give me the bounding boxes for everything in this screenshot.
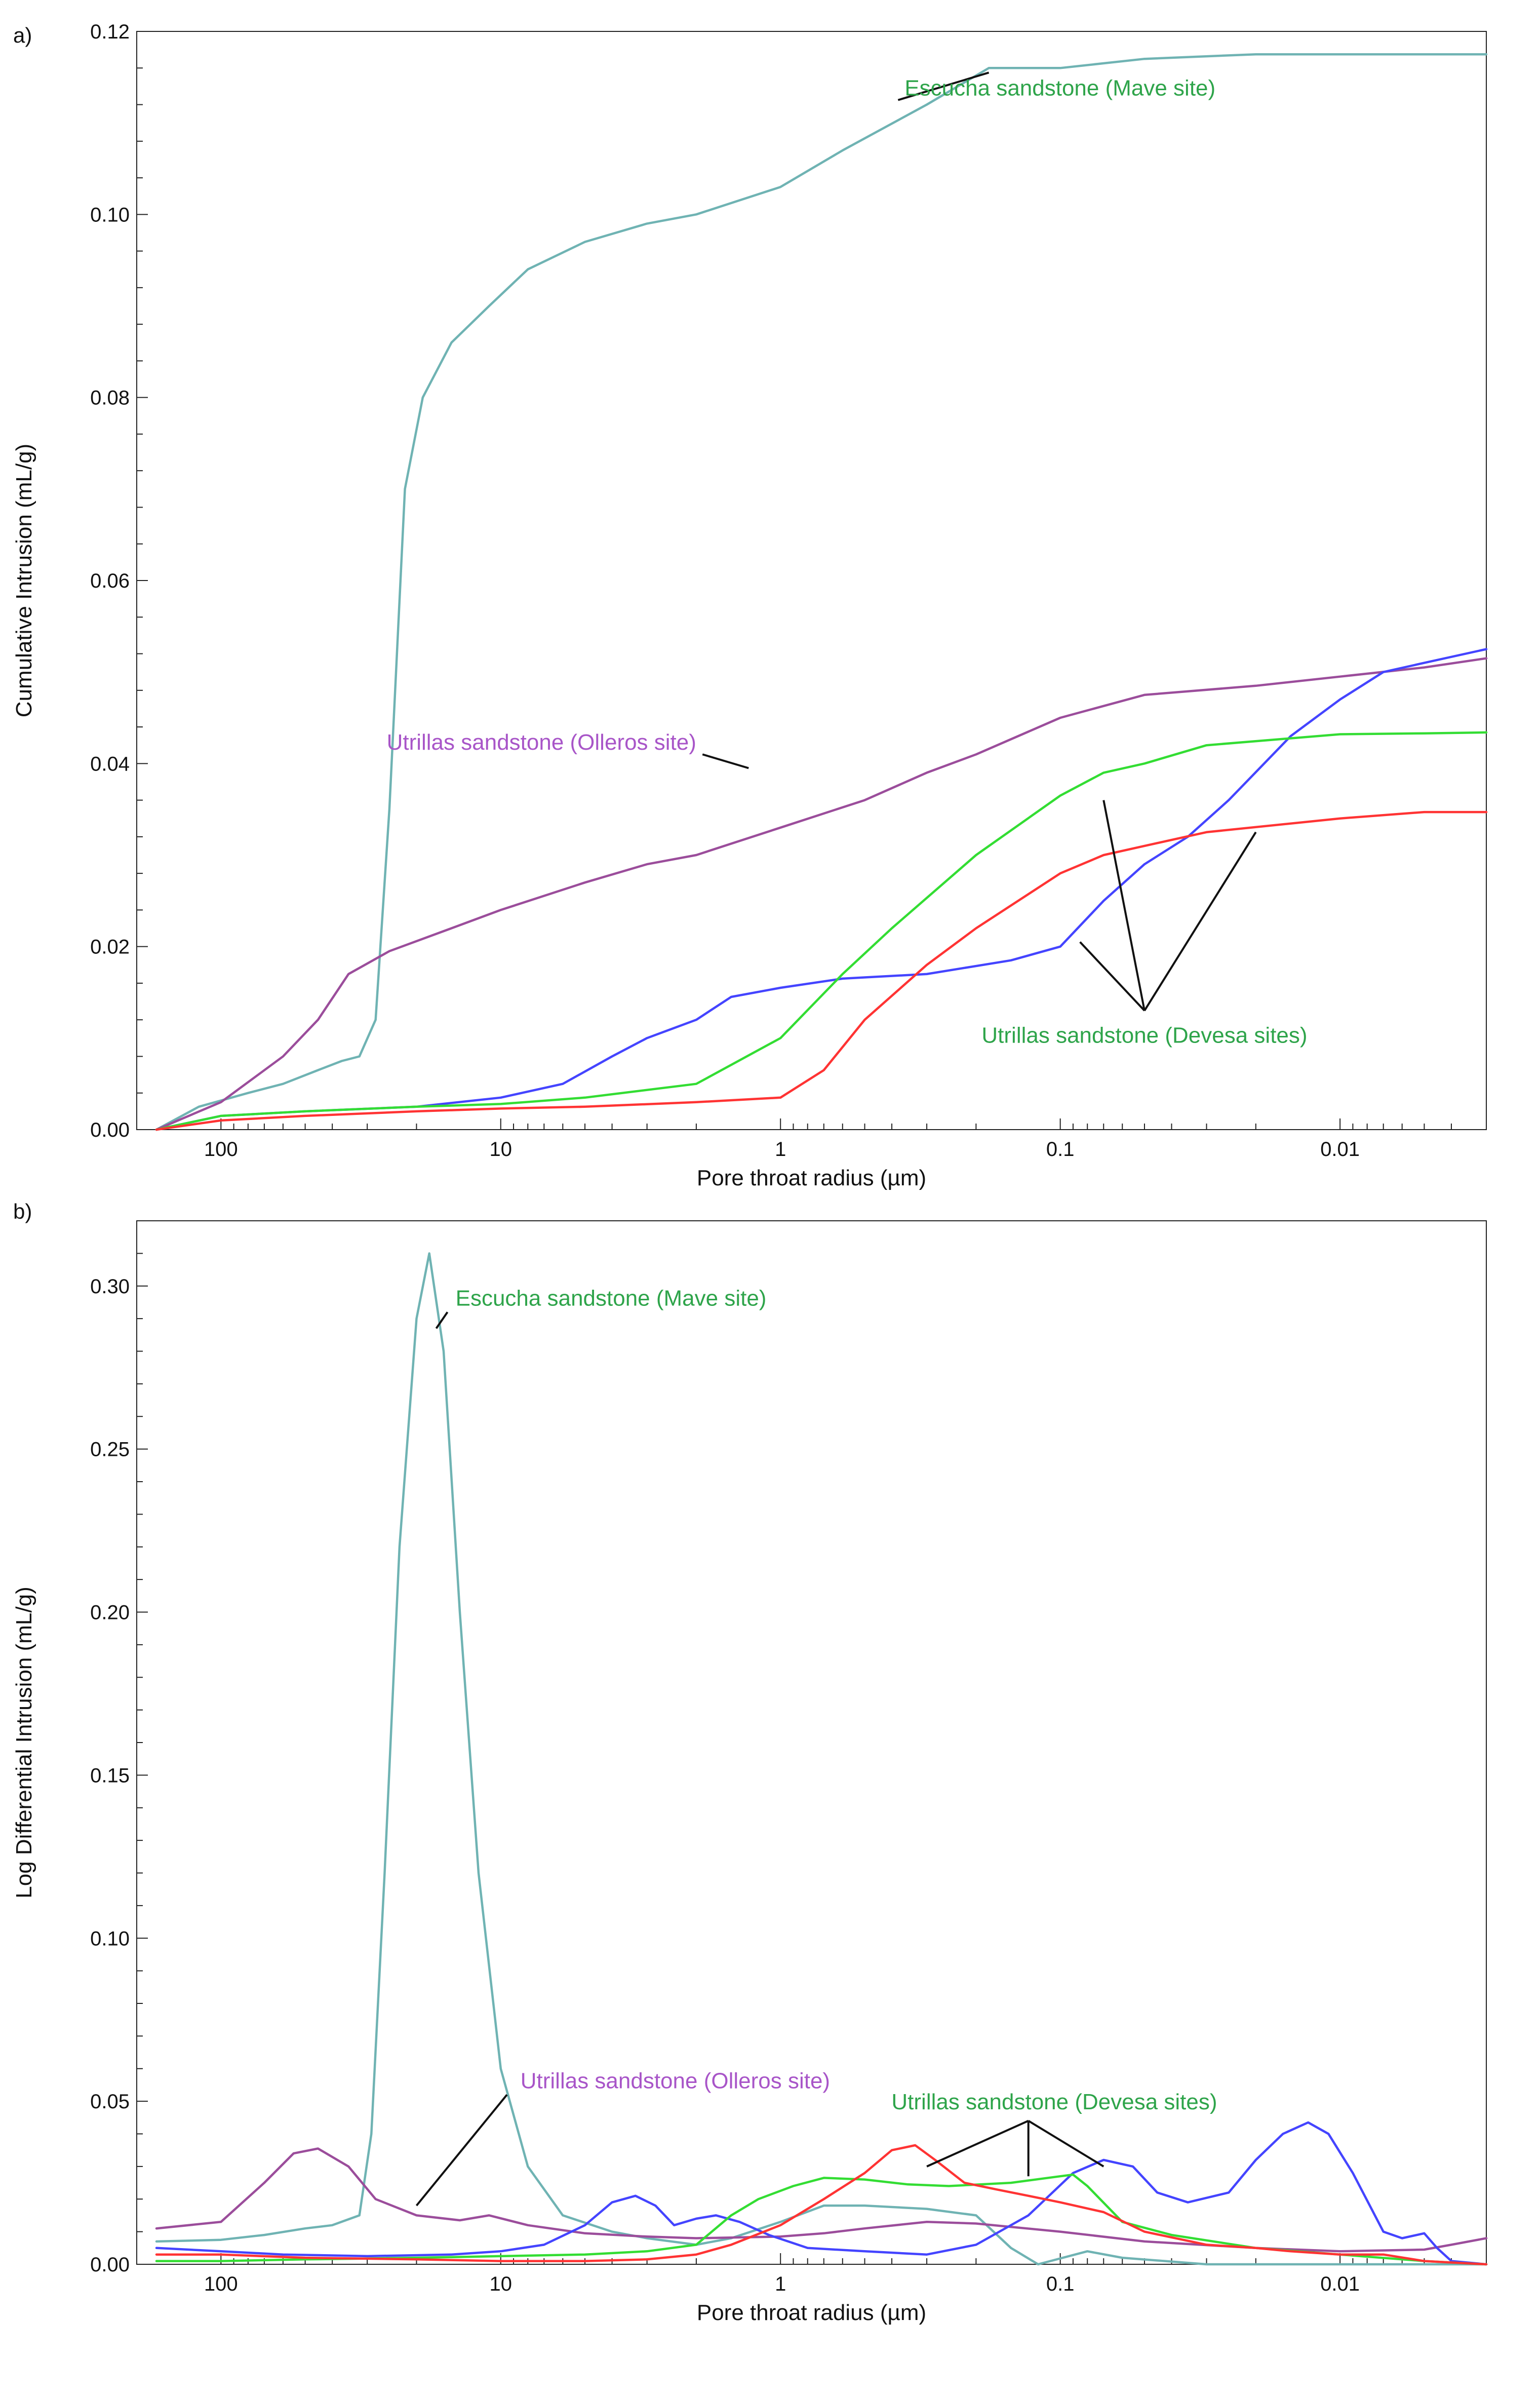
y-tick-label: 0.08	[90, 387, 130, 409]
series-line	[155, 810, 1488, 1131]
y-tick-label: 0.30	[90, 1276, 130, 1298]
y-tick-label: 0.04	[90, 753, 130, 775]
series-line	[155, 2121, 1488, 2266]
annotation-leader-line	[702, 753, 749, 769]
y-tick-label: 0.10	[90, 1927, 130, 1950]
x-tick-label: 0.1	[1046, 2273, 1075, 2295]
x-tick-label: 10	[490, 1138, 512, 1161]
y-axis-label: Cumulative Intrusion (mL/g)	[12, 444, 36, 717]
series-line	[155, 2173, 1488, 2266]
annotation-label: Utrillas sandstone (Olleros site)	[521, 2068, 830, 2093]
x-axis-label: Pore throat radius (µm)	[697, 1166, 926, 1190]
annotation-leader-line	[897, 71, 990, 101]
x-tick-label: 1	[775, 2273, 786, 2295]
annotation-leader-line	[1143, 831, 1257, 1012]
series-line	[155, 53, 1488, 1131]
annotation-leader-line	[1079, 941, 1146, 1012]
annotation-leader-line	[1102, 800, 1146, 1011]
annotation-leader-line	[926, 2119, 1029, 2168]
x-axis-label: Pore throat radius (µm)	[697, 2300, 926, 2325]
y-tick-label: 0.15	[90, 1764, 130, 1787]
y-tick-label: 0.25	[90, 1439, 130, 1461]
panel-label: a)	[13, 23, 32, 47]
annotation-label: Escucha sandstone (Mave site)	[456, 1286, 767, 1310]
series-line	[155, 2144, 1488, 2266]
annotation-label: Utrillas sandstone (Olleros site)	[387, 730, 696, 755]
y-tick-label: 0.20	[90, 1602, 130, 1624]
annotation-label: Escucha sandstone (Mave site)	[904, 75, 1215, 100]
annotation-label: Utrillas sandstone (Devesa sites)	[981, 1023, 1307, 1048]
annotation-leader-line	[415, 2094, 508, 2207]
x-tick-label: 100	[204, 1138, 238, 1161]
panel-a: 0.00 0.02 0.04 0.06 0.08 0.10 0.12 100 10 1 0.1 0.0…	[12, 21, 1488, 1190]
panel-label: b)	[13, 1200, 32, 1223]
x-tick-label: 100	[204, 2273, 238, 2295]
y-tick-label: 0.12	[90, 21, 130, 43]
plot-frame	[136, 1220, 1487, 2265]
y-tick-label: 0.06	[90, 570, 130, 592]
series-line	[155, 657, 1488, 1131]
series-line	[155, 1252, 1488, 2266]
y-tick-label: 0.00	[90, 2254, 130, 2276]
annotation-leader-line	[1028, 2120, 1104, 2168]
x-tick-label: 0.01	[1320, 2273, 1360, 2295]
y-tick-label: 0.02	[90, 936, 130, 958]
x-tick-label: 0.1	[1046, 1138, 1075, 1161]
panel-b: 0.00 0.05 0.10 0.15 0.20 0.25 0.30 100 10 1 0.1 0.0…	[12, 1200, 1488, 2325]
series-line	[155, 648, 1488, 1131]
series-line	[155, 731, 1488, 1131]
x-tick-label: 10	[490, 2273, 512, 2295]
y-tick-label: 0.10	[90, 204, 130, 226]
plot-frame	[136, 31, 1487, 1130]
annotation-leader-line	[435, 1311, 449, 1329]
x-tick-label: 0.01	[1320, 1138, 1360, 1161]
y-axis-label: Log Differential Intrusion (mL/g)	[12, 1587, 36, 1898]
y-tick-label: 0.05	[90, 2091, 130, 2113]
x-tick-label: 1	[775, 1138, 786, 1161]
y-tick-label: 0.00	[90, 1119, 130, 1141]
annotation-label: Utrillas sandstone (Devesa sites)	[891, 2090, 1217, 2114]
